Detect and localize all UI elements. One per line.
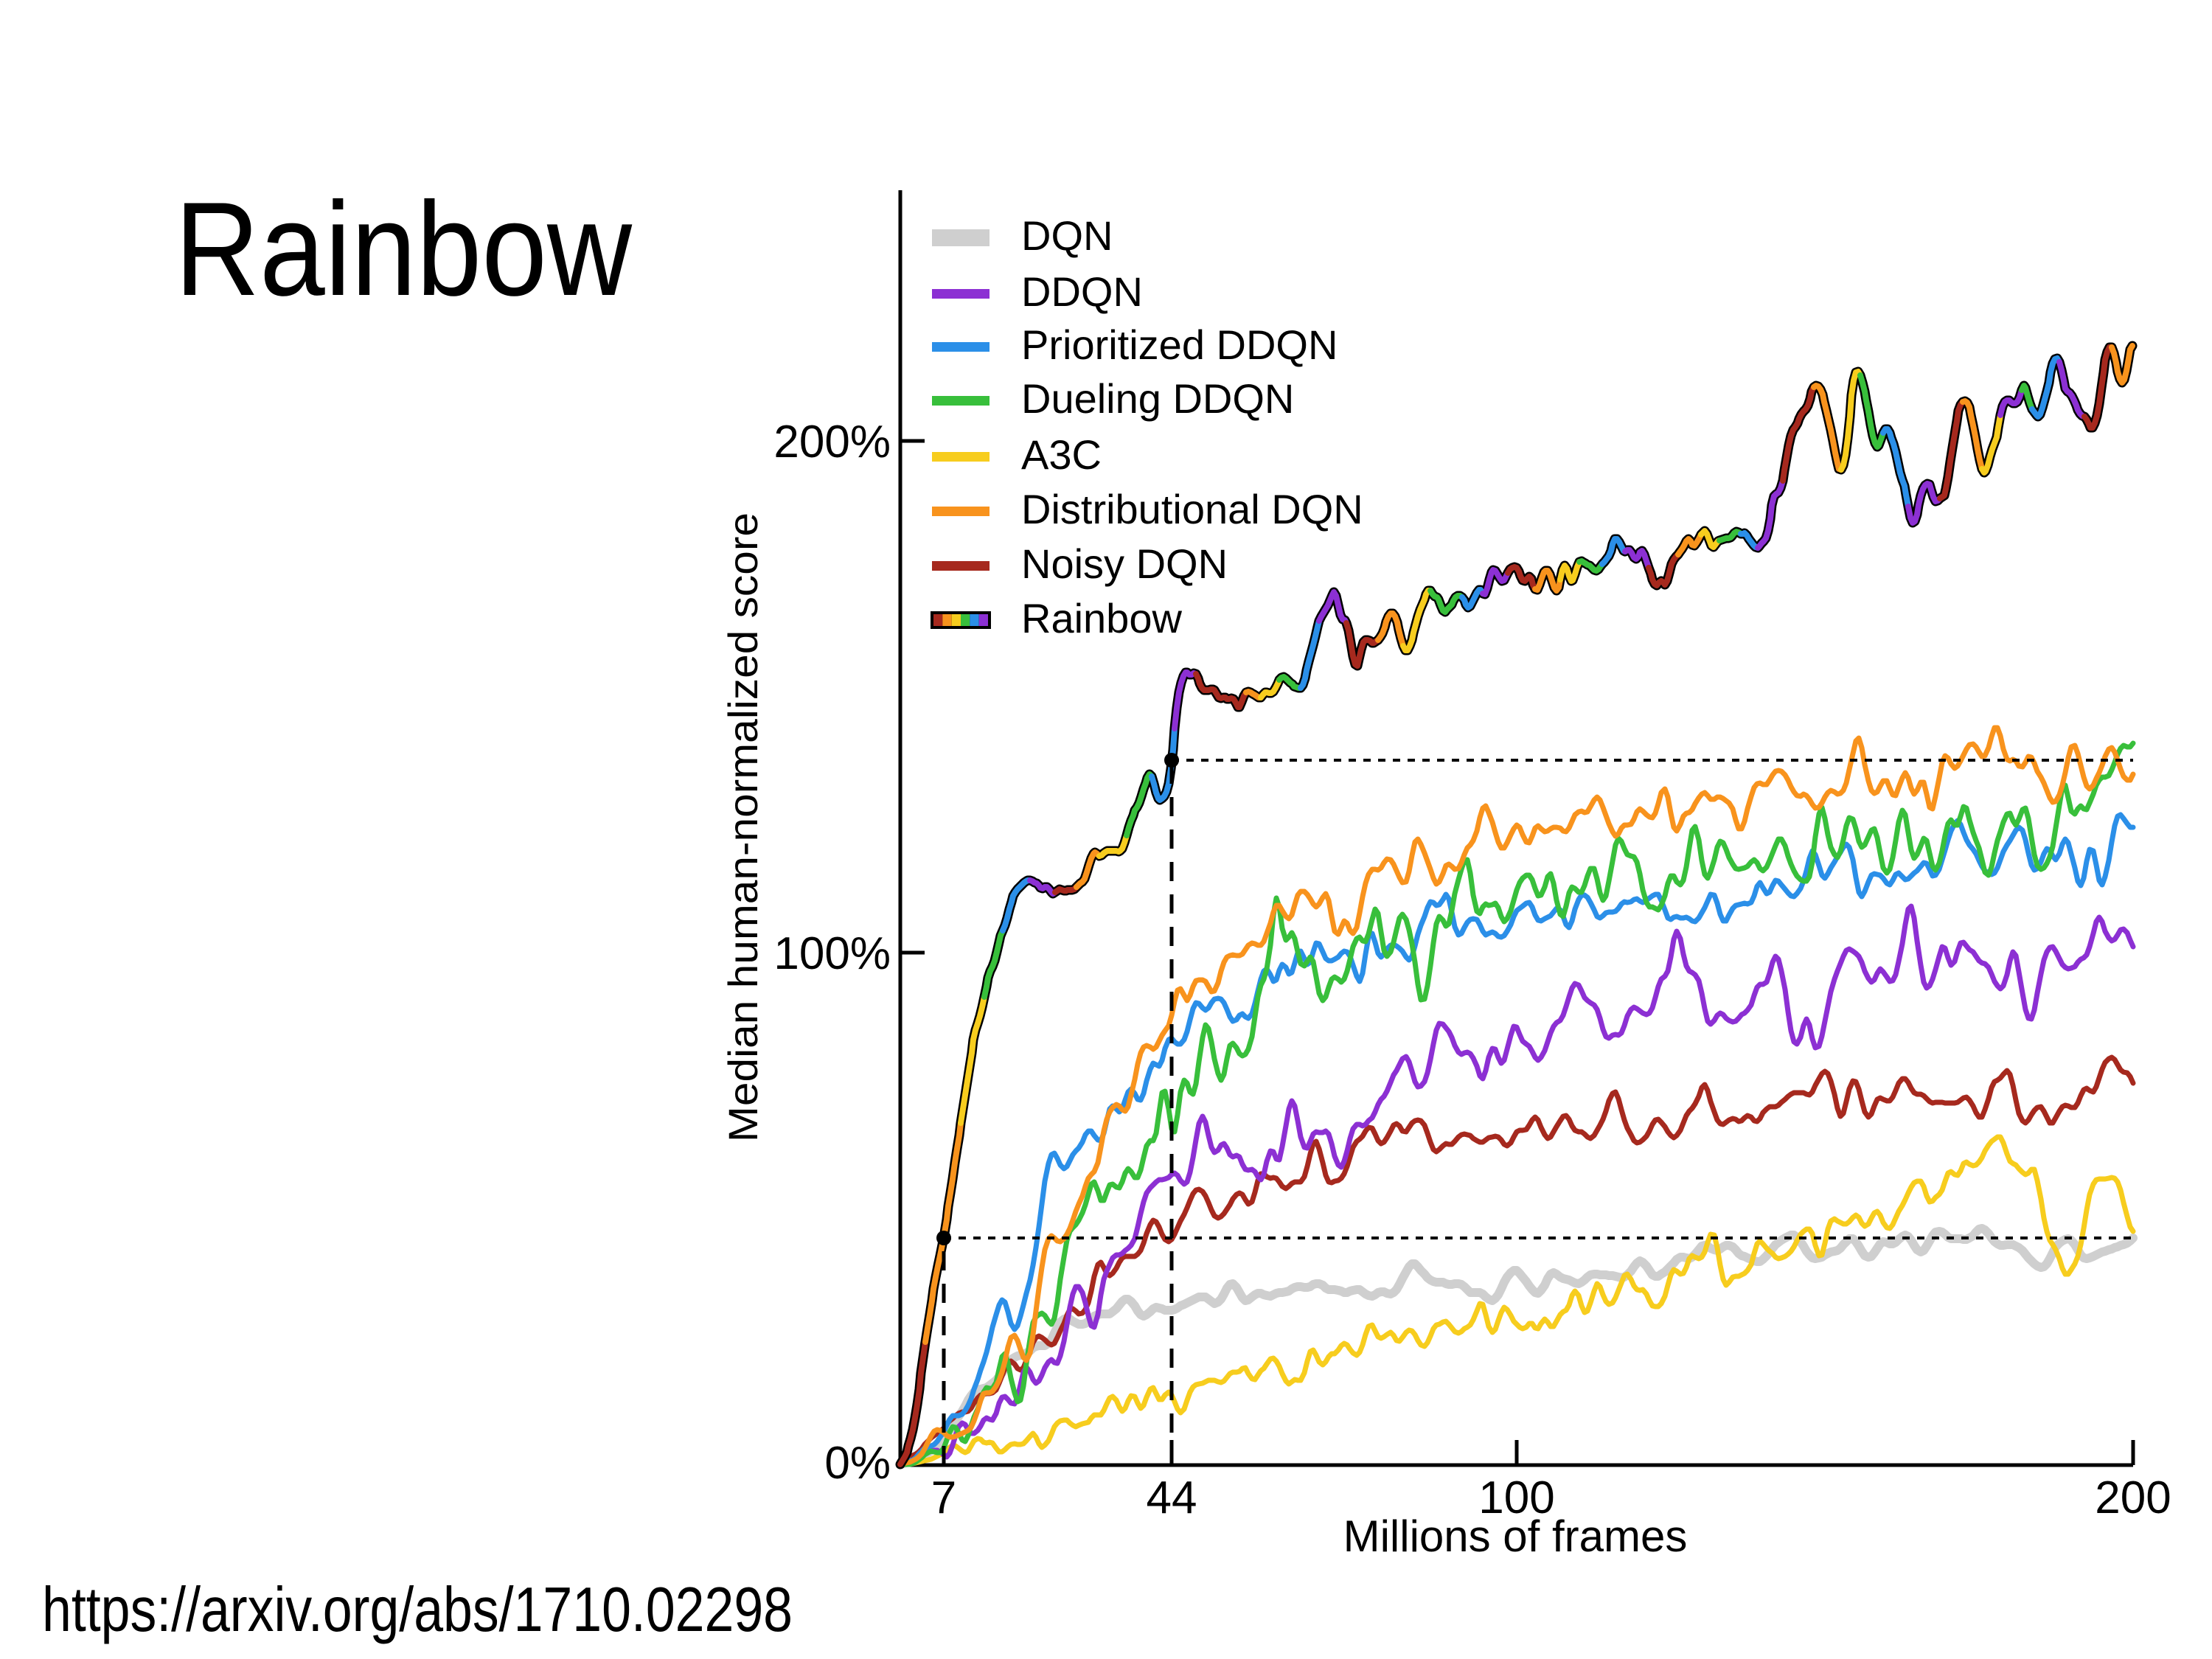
svg-text:44: 44 bbox=[1147, 1472, 1197, 1523]
svg-text:Millions of frames: Millions of frames bbox=[1343, 1512, 1688, 1561]
svg-text:100: 100 bbox=[1478, 1472, 1554, 1523]
svg-text:A3C: A3C bbox=[1021, 431, 1102, 478]
svg-text:DDQN: DDQN bbox=[1021, 268, 1143, 315]
svg-text:200%: 200% bbox=[773, 417, 891, 467]
svg-text:Prioritized DDQN: Prioritized DDQN bbox=[1021, 321, 1338, 368]
svg-text:Median human-normalized score: Median human-normalized score bbox=[720, 512, 766, 1142]
svg-text:0%: 0% bbox=[824, 1438, 891, 1489]
svg-text:200: 200 bbox=[2095, 1472, 2171, 1523]
svg-text:Dueling DDQN: Dueling DDQN bbox=[1021, 375, 1294, 422]
svg-text:Rainbow: Rainbow bbox=[1021, 595, 1182, 641]
svg-text:Noisy DQN: Noisy DQN bbox=[1021, 540, 1228, 587]
svg-text:Distributional DQN: Distributional DQN bbox=[1021, 486, 1363, 532]
svg-text:Rainbow: Rainbow bbox=[175, 175, 633, 324]
svg-text:100%: 100% bbox=[773, 928, 891, 979]
svg-text:DQN: DQN bbox=[1021, 212, 1113, 259]
svg-text:https://arxiv.org/abs/1710.022: https://arxiv.org/abs/1710.02298 bbox=[42, 1575, 793, 1645]
svg-text:7: 7 bbox=[931, 1472, 956, 1523]
